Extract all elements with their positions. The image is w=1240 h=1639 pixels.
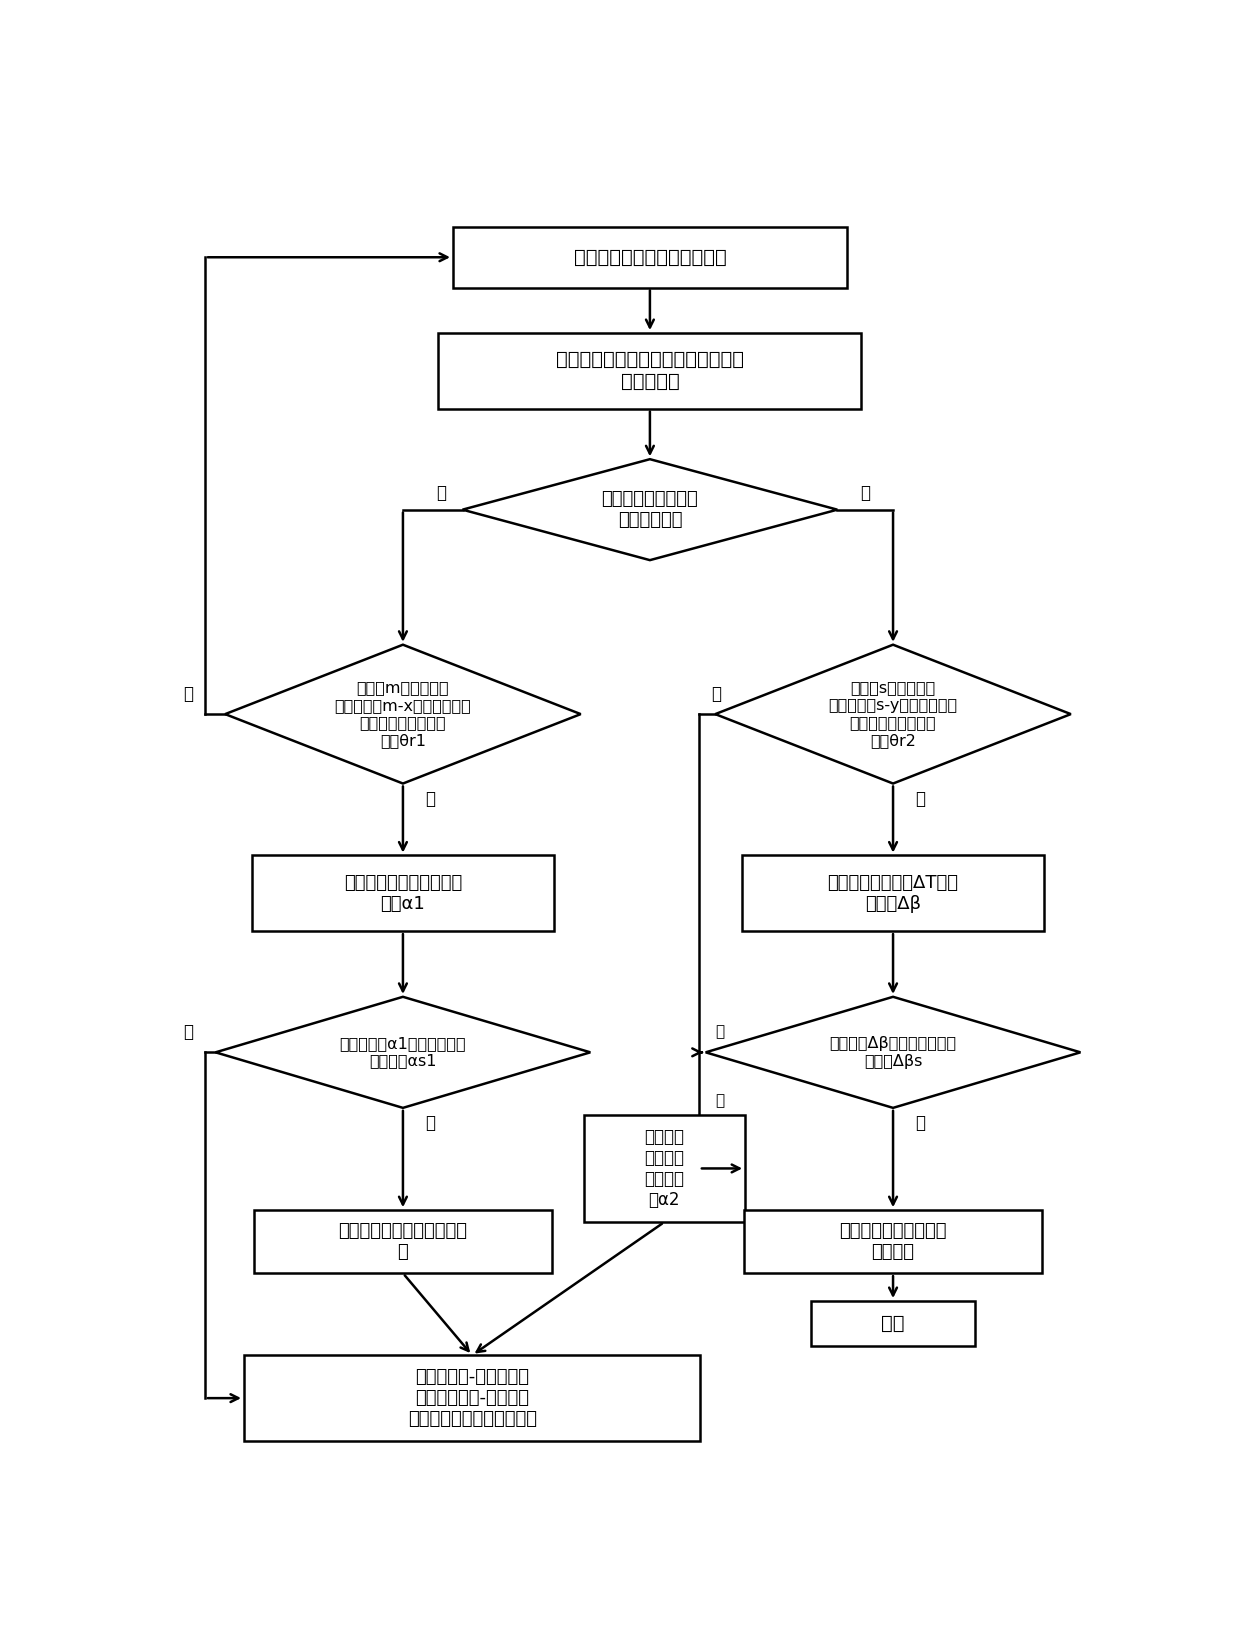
FancyBboxPatch shape bbox=[811, 1301, 975, 1346]
Polygon shape bbox=[715, 644, 1071, 783]
Text: 连续的m个电阻变化
率中是否有m-x个电阻变化率
大于第一电阻变化率
阈值θr1: 连续的m个电阻变化 率中是否有m-x个电阻变化率 大于第一电阻变化率 阈值θr1 bbox=[335, 680, 471, 747]
FancyBboxPatch shape bbox=[439, 333, 862, 408]
Text: 确定当前空气中不存在
目标气体: 确定当前空气中不存在 目标气体 bbox=[839, 1223, 947, 1260]
Text: 连续的s个电阻变化
率中是否有s-y个电阻变化率
大于第二电阻变化率
阈值θr2: 连续的s个电阻变化 率中是否有s-y个电阻变化率 大于第二电阻变化率 阈值θr2 bbox=[828, 680, 957, 747]
Text: 调取响应值-浓度公式，
并根据响应值-浓度公式
计算获得目标气体的浓度值: 调取响应值-浓度公式， 并根据响应值-浓度公式 计算获得目标气体的浓度值 bbox=[408, 1369, 537, 1428]
Polygon shape bbox=[226, 644, 580, 783]
Text: 计算此刻
传感器的
第二响应
值α2: 计算此刻 传感器的 第二响应 值α2 bbox=[645, 1128, 684, 1208]
FancyBboxPatch shape bbox=[244, 1355, 701, 1441]
Text: 前一时刻空气中是否
存在目标气体: 前一时刻空气中是否 存在目标气体 bbox=[601, 490, 698, 529]
Text: 否: 否 bbox=[715, 1024, 724, 1039]
FancyBboxPatch shape bbox=[254, 1210, 552, 1274]
Text: 确定当前空气中存在目标气
体: 确定当前空气中存在目标气 体 bbox=[339, 1223, 467, 1260]
Text: 是: 是 bbox=[915, 1115, 925, 1133]
Polygon shape bbox=[706, 997, 1080, 1108]
FancyBboxPatch shape bbox=[453, 226, 847, 287]
Text: 否: 否 bbox=[182, 685, 192, 703]
Polygon shape bbox=[216, 997, 590, 1108]
FancyBboxPatch shape bbox=[742, 856, 1044, 931]
Text: 电阻变化Δβ是否大于电阻变
化阈值Δβs: 电阻变化Δβ是否大于电阻变 化阈值Δβs bbox=[830, 1036, 956, 1069]
FancyBboxPatch shape bbox=[744, 1210, 1042, 1274]
Text: 计算当前预设时段ΔT内电
阻变化Δβ: 计算当前预设时段ΔT内电 阻变化Δβ bbox=[827, 874, 959, 913]
Text: 否: 否 bbox=[182, 1023, 192, 1041]
Text: 否: 否 bbox=[712, 685, 722, 703]
Text: 实时采集气体传感器的电阻值: 实时采集气体传感器的电阻值 bbox=[574, 247, 727, 267]
Text: 否: 否 bbox=[715, 1093, 724, 1108]
Text: 是: 是 bbox=[425, 1115, 435, 1133]
Text: 是: 是 bbox=[861, 484, 870, 502]
FancyBboxPatch shape bbox=[252, 856, 554, 931]
Polygon shape bbox=[463, 459, 837, 561]
FancyBboxPatch shape bbox=[584, 1115, 745, 1223]
Text: 结束: 结束 bbox=[882, 1314, 905, 1333]
Text: 是: 是 bbox=[915, 790, 925, 808]
Text: 否: 否 bbox=[436, 484, 446, 502]
Text: 是: 是 bbox=[425, 790, 435, 808]
Text: 第一响应值α1是否大于第一
响应阈值αs1: 第一响应值α1是否大于第一 响应阈值αs1 bbox=[340, 1036, 466, 1069]
Text: 计算此刻传感器的第一响
应值α1: 计算此刻传感器的第一响 应值α1 bbox=[343, 874, 463, 913]
Text: 实时计算一预设时段内气体传感器的
电阻变化率: 实时计算一预设时段内气体传感器的 电阻变化率 bbox=[556, 351, 744, 392]
